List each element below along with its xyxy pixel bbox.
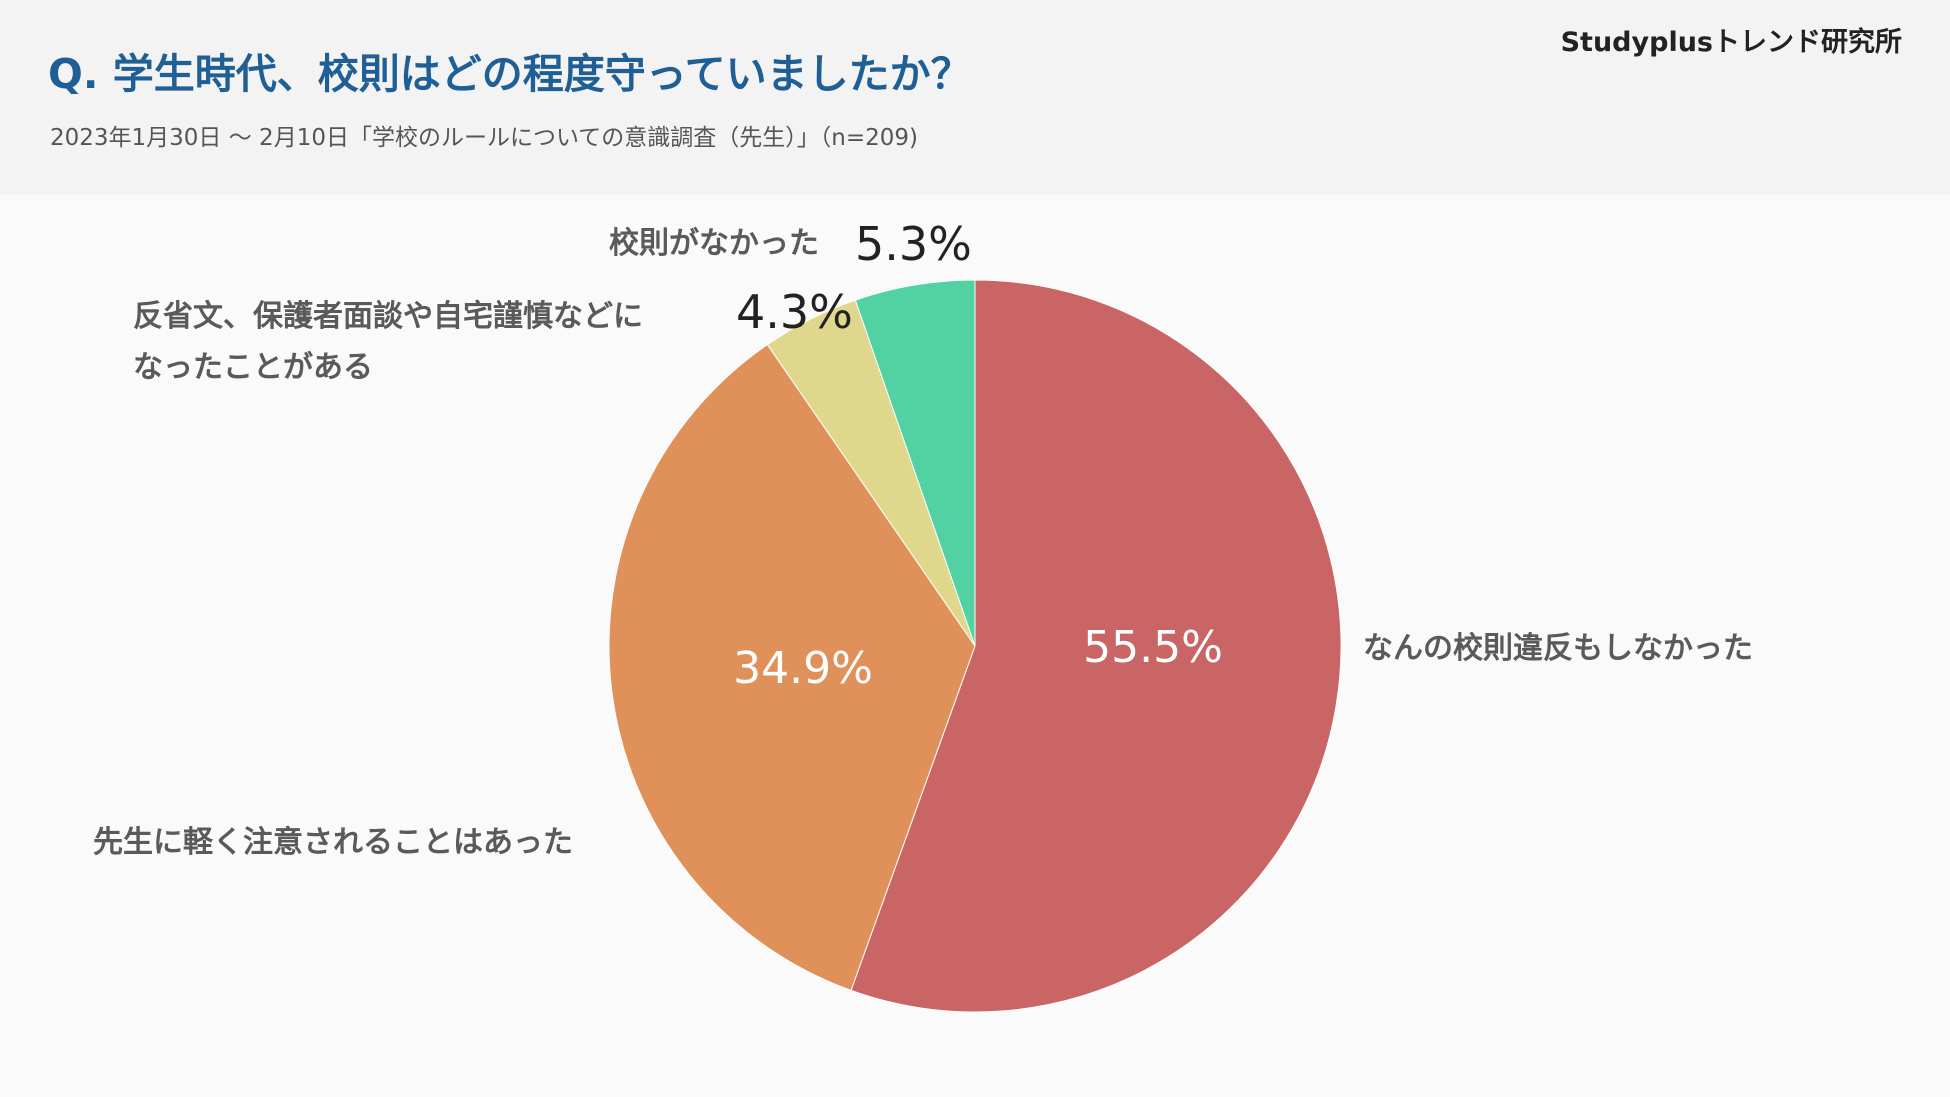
page-title: Q. 学生時代、校則はどの程度守っていましたか？ — [48, 50, 972, 98]
cat-label-no-violation: なんの校則違反もしなかった — [1363, 631, 1753, 666]
pct-label-no-rules: 5.3% — [855, 217, 972, 271]
cat-label-warned: 先生に軽く注意されることはあった — [93, 825, 573, 860]
survey-subtitle: 2023年1月30日 〜 2月10日「学校のルールについての意識調査（先生）」（… — [50, 125, 918, 151]
slice-no-rules — [854, 279, 976, 647]
brand-logo: Studyplusトレンド研究所 — [1560, 27, 1902, 58]
pct-label-warned: 34.9% — [733, 643, 873, 694]
cat-label-no-rules: 校則がなかった — [609, 226, 819, 261]
header: Q. 学生時代、校則はどの程度守っていましたか？ 2023年1月30日 〜 2月… — [0, 0, 1950, 195]
pct-label-serious: 4.3% — [736, 285, 853, 339]
pct-label-no-violation: 55.5% — [1083, 622, 1223, 673]
cat-label-serious-line2: なったことがある — [133, 350, 373, 385]
slice-warned — [608, 343, 976, 992]
cat-label-serious-line1: 反省文、保護者面談や自宅謹慎などに — [133, 299, 643, 334]
slice-no-violation — [850, 279, 1342, 1013]
